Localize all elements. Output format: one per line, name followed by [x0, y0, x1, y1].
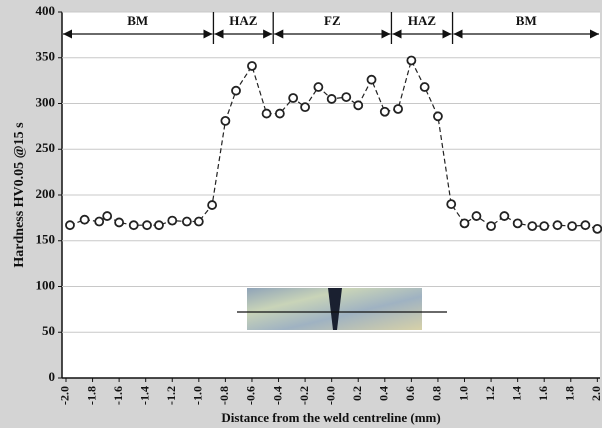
y-tick-label: 400: [36, 3, 56, 18]
x-tick-label: -1.6: [111, 386, 125, 405]
data-point: [247, 61, 257, 71]
y-tick-label: 0: [49, 369, 56, 384]
data-point: [580, 220, 591, 231]
data-point: [459, 218, 470, 229]
zone-label: HAZ: [229, 13, 258, 28]
data-point: [567, 221, 578, 232]
data-point: [592, 223, 602, 234]
data-point: [512, 218, 523, 229]
x-tick-label: -1.8: [84, 386, 98, 405]
data-point: [552, 220, 563, 231]
y-tick-label: 350: [36, 49, 56, 64]
y-tick-label: 300: [36, 94, 56, 109]
data-point: [326, 94, 337, 104]
zone-label: BM: [516, 13, 537, 28]
data-point: [486, 221, 496, 232]
data-point: [433, 111, 443, 122]
data-point: [167, 215, 178, 226]
y-tick-label: 150: [36, 232, 56, 247]
x-tick-label: -0.0: [323, 386, 337, 405]
data-point: [419, 82, 430, 92]
x-tick-label: -0.4: [270, 386, 284, 405]
x-tick-label: -2.0: [58, 386, 72, 405]
data-point: [142, 220, 152, 231]
data-point: [94, 216, 105, 227]
x-tick-label: 1.4: [509, 386, 523, 401]
x-tick-label: 1.8: [563, 386, 577, 401]
data-point: [79, 214, 90, 225]
x-tick-label: 2.0: [589, 386, 602, 401]
data-point: [313, 82, 324, 92]
data-point: [341, 92, 352, 102]
y-tick-label: 50: [42, 323, 55, 338]
x-tick-label: -1.2: [164, 386, 178, 405]
y-axis-label: Hardness HV0.05 @15 s: [12, 122, 27, 268]
x-tick-label: 1.0: [456, 386, 470, 401]
data-point: [288, 93, 299, 103]
y-tick-label: 250: [36, 140, 56, 155]
data-point: [231, 85, 241, 96]
data-point: [102, 211, 113, 221]
x-tick-label: 0.2: [350, 386, 364, 401]
data-point: [539, 221, 550, 232]
y-tick-label: 100: [36, 277, 56, 292]
micrograph-inset: [237, 288, 447, 330]
zone-label: FZ: [324, 13, 341, 28]
data-point: [181, 216, 192, 227]
data-point: [220, 115, 231, 126]
x-tick-label: -0.6: [244, 386, 258, 405]
data-point: [379, 106, 390, 117]
data-point: [193, 216, 204, 227]
data-point: [499, 211, 510, 221]
data-point: [406, 55, 417, 66]
data-point: [366, 74, 377, 85]
data-point: [527, 221, 538, 232]
x-tick-label: 0.6: [403, 386, 417, 401]
data-point: [300, 102, 310, 113]
data-point: [446, 199, 457, 210]
data-point: [65, 220, 75, 231]
x-tick-label: -1.4: [137, 386, 151, 405]
x-tick-label: -0.8: [217, 386, 231, 405]
x-tick-label: 1.2: [483, 386, 497, 401]
data-point: [393, 104, 403, 114]
zone-label: HAZ: [408, 13, 437, 28]
x-tick-label: 1.6: [536, 386, 550, 401]
data-point: [207, 200, 218, 210]
data-point: [114, 217, 125, 228]
x-tick-label: -0.2: [297, 386, 311, 405]
data-point: [261, 108, 272, 119]
data-point: [274, 108, 285, 119]
x-tick-label: 0.8: [430, 386, 444, 401]
data-point: [471, 211, 482, 221]
x-tick-label: 0.4: [377, 386, 391, 401]
data-point: [154, 220, 164, 231]
x-tick-label: -1.0: [191, 386, 205, 405]
zone-label: BM: [127, 13, 148, 28]
y-tick-label: 200: [36, 186, 56, 201]
x-axis-label: Distance from the weld centreline (mm): [221, 410, 440, 425]
data-point: [353, 100, 364, 111]
data-point: [128, 220, 139, 231]
